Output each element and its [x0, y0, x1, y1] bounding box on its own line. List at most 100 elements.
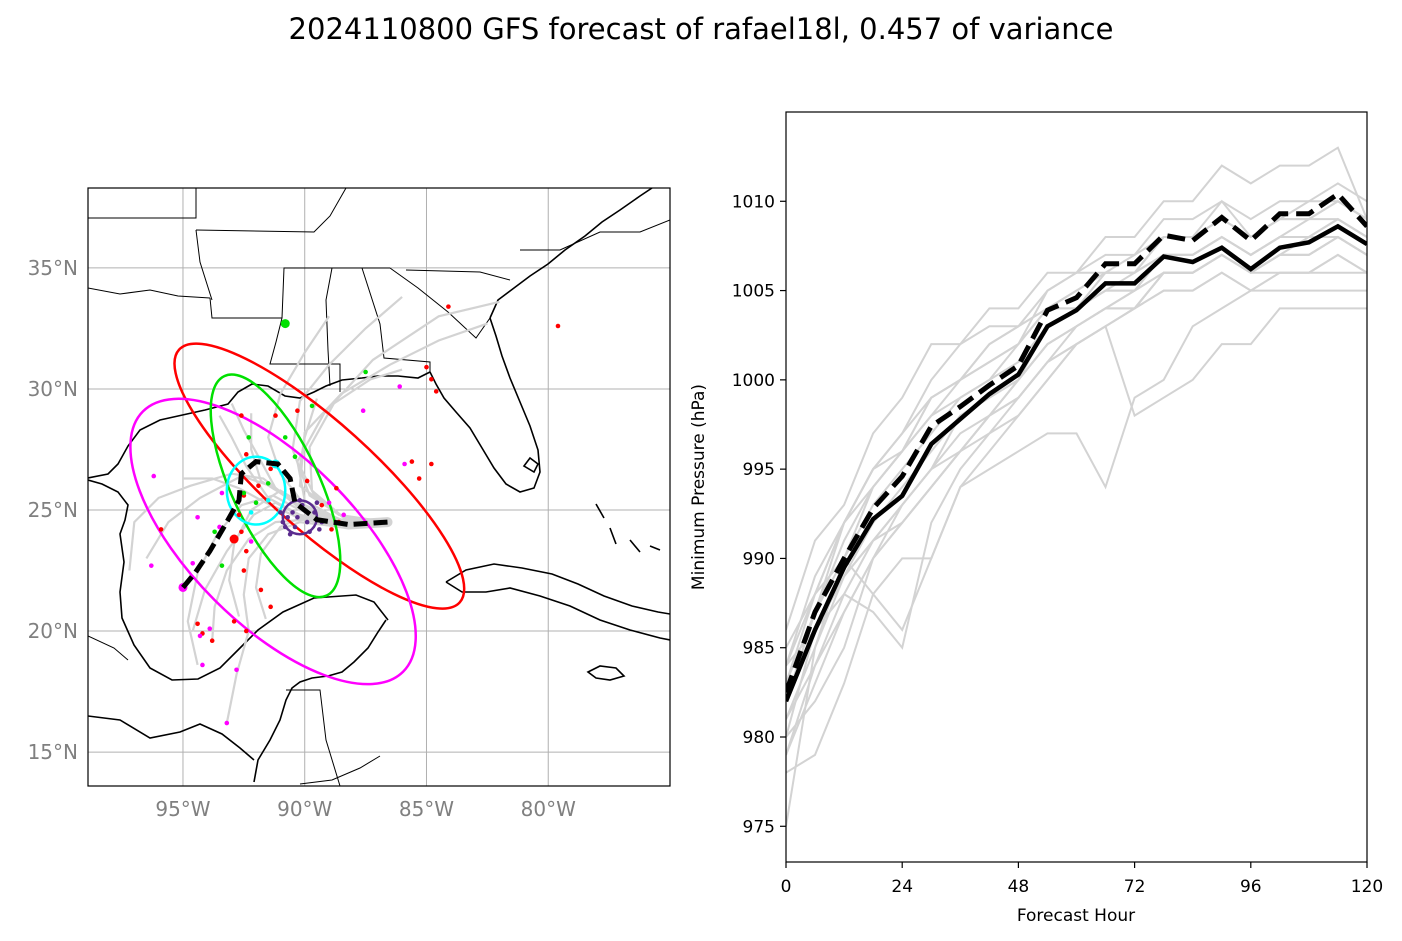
- y-tick-label: 985: [743, 639, 775, 659]
- y-tick-label: 1005: [732, 282, 775, 302]
- border-line: [88, 287, 211, 299]
- border-line: [88, 635, 129, 661]
- y-axis-label: Minimum Pressure (hPa): [689, 384, 709, 590]
- green-position-point: [363, 369, 368, 375]
- border-line: [520, 219, 670, 251]
- cyan-position-point: [265, 498, 271, 503]
- pressure-axes-ticks: 0 24 48 72 96 120 975 980 985 990 995 1000 1005 1010: [732, 192, 1383, 897]
- x-tick-label: 24: [891, 877, 913, 897]
- mean-pressure-lines: [786, 190, 1367, 703]
- border-line: [286, 689, 341, 786]
- ensemble-pressure-line: [786, 200, 1367, 666]
- green-position-point: [241, 490, 247, 496]
- figure-title: 2024110800 GFS forecast of rafael18l, 0.…: [288, 12, 1114, 46]
- red-position-point: [195, 621, 200, 627]
- ensemble-pressure-line: [786, 253, 1367, 756]
- cuba: [445, 563, 670, 615]
- magenta-position-point: [402, 461, 407, 467]
- border-line: [405, 269, 511, 281]
- green-uncertainty-ellipse: [209, 373, 342, 599]
- plot-frame: [785, 111, 1368, 863]
- map-lat-tick-label: 15°N: [28, 740, 78, 764]
- magenta-position-point: [248, 539, 254, 544]
- magenta-position-point: [219, 490, 225, 496]
- red-position-point: [555, 323, 561, 329]
- x-tick-label: 72: [1124, 877, 1146, 897]
- red-position-point: [446, 304, 451, 309]
- y-tick-label: 990: [743, 549, 775, 569]
- y-tick-label: 1010: [732, 192, 775, 212]
- ensemble-pressure-line: [786, 236, 1367, 667]
- map-gridlines: [88, 188, 670, 786]
- magenta-position-point: [190, 560, 196, 566]
- green-position-point: [292, 454, 298, 460]
- florida-peninsula: [429, 317, 541, 493]
- keys-island: [522, 456, 540, 474]
- border-line: [88, 188, 197, 219]
- magenta-position-point: [234, 667, 239, 673]
- red-position-point: [416, 476, 422, 481]
- y-tick-label: 980: [743, 728, 775, 748]
- green-position-point: [219, 563, 225, 568]
- red-position-point: [433, 389, 439, 394]
- border-line: [361, 267, 431, 372]
- magenta-position-point: [224, 720, 230, 726]
- x-tick-label: 96: [1240, 877, 1262, 897]
- map-lon-tick-label: 85°W: [399, 797, 454, 821]
- red-position-point: [258, 587, 264, 593]
- magenta-position-point: [326, 500, 332, 506]
- green-position-point: [212, 529, 217, 535]
- coastlines-and-borders: [88, 188, 670, 786]
- magenta-position-point: [195, 514, 200, 520]
- red-position-point: [239, 529, 244, 535]
- purple-position-point: [304, 519, 310, 525]
- red-position-point: [334, 485, 339, 491]
- red-position-point: [295, 408, 300, 414]
- red-position-point: [243, 628, 249, 634]
- red-position-point: [268, 604, 273, 610]
- border-line: [209, 297, 282, 319]
- purple-position-point: [295, 514, 300, 520]
- border-line: [281, 267, 390, 319]
- map-frame: [87, 187, 671, 787]
- red-position-point: [424, 364, 429, 370]
- red-position-point: [304, 478, 310, 484]
- y-tick-label: 1000: [732, 371, 775, 391]
- y-tick-label: 995: [743, 460, 775, 480]
- magenta-position-point: [197, 633, 203, 639]
- jamaica: [586, 665, 626, 681]
- uncertainty-ellipses: [129, 342, 466, 686]
- red-position-point: [256, 483, 261, 489]
- ensemble-pressure-line: [786, 289, 1367, 774]
- us-gulf-coastline: [88, 479, 389, 681]
- purple-position-point: [317, 527, 322, 532]
- political-borders: [88, 188, 670, 786]
- border-line: [299, 755, 381, 785]
- mean-pressure-dashed: [786, 190, 1367, 694]
- map-lon-tick-label: 80°W: [521, 797, 576, 821]
- red-position-point: [409, 459, 415, 464]
- purple-position-point: [297, 498, 303, 503]
- purple-position-point: [287, 531, 293, 537]
- map-lon-tick-label: 90°W: [277, 797, 332, 821]
- map-lon-tick-label: 95°W: [155, 797, 210, 821]
- border-line: [389, 267, 491, 339]
- map-lat-tick-label: 25°N: [28, 498, 78, 522]
- mean-track: [181, 458, 388, 590]
- purple-position-point: [312, 510, 317, 515]
- red-position-point: [209, 638, 215, 644]
- border-line: [195, 229, 213, 301]
- track-map-panel: 95°W 90°W 85°W 80°W 15°N 20°N 25°N 30°N 35°N: [28, 187, 671, 821]
- purple-position-point: [292, 524, 298, 530]
- red-position-point: [239, 413, 244, 418]
- red-position-point: [273, 413, 278, 418]
- central-america-coast: [88, 715, 255, 761]
- ensemble-pressure-line: [786, 217, 1367, 684]
- ensemble-track: [291, 296, 403, 524]
- purple-position-point: [285, 514, 290, 520]
- map-lat-tick-label: 35°N: [28, 256, 78, 280]
- green-position-point: [280, 319, 290, 329]
- ensemble-pressure-line: [786, 218, 1367, 666]
- magenta-uncertainty-ellipse: [129, 397, 417, 686]
